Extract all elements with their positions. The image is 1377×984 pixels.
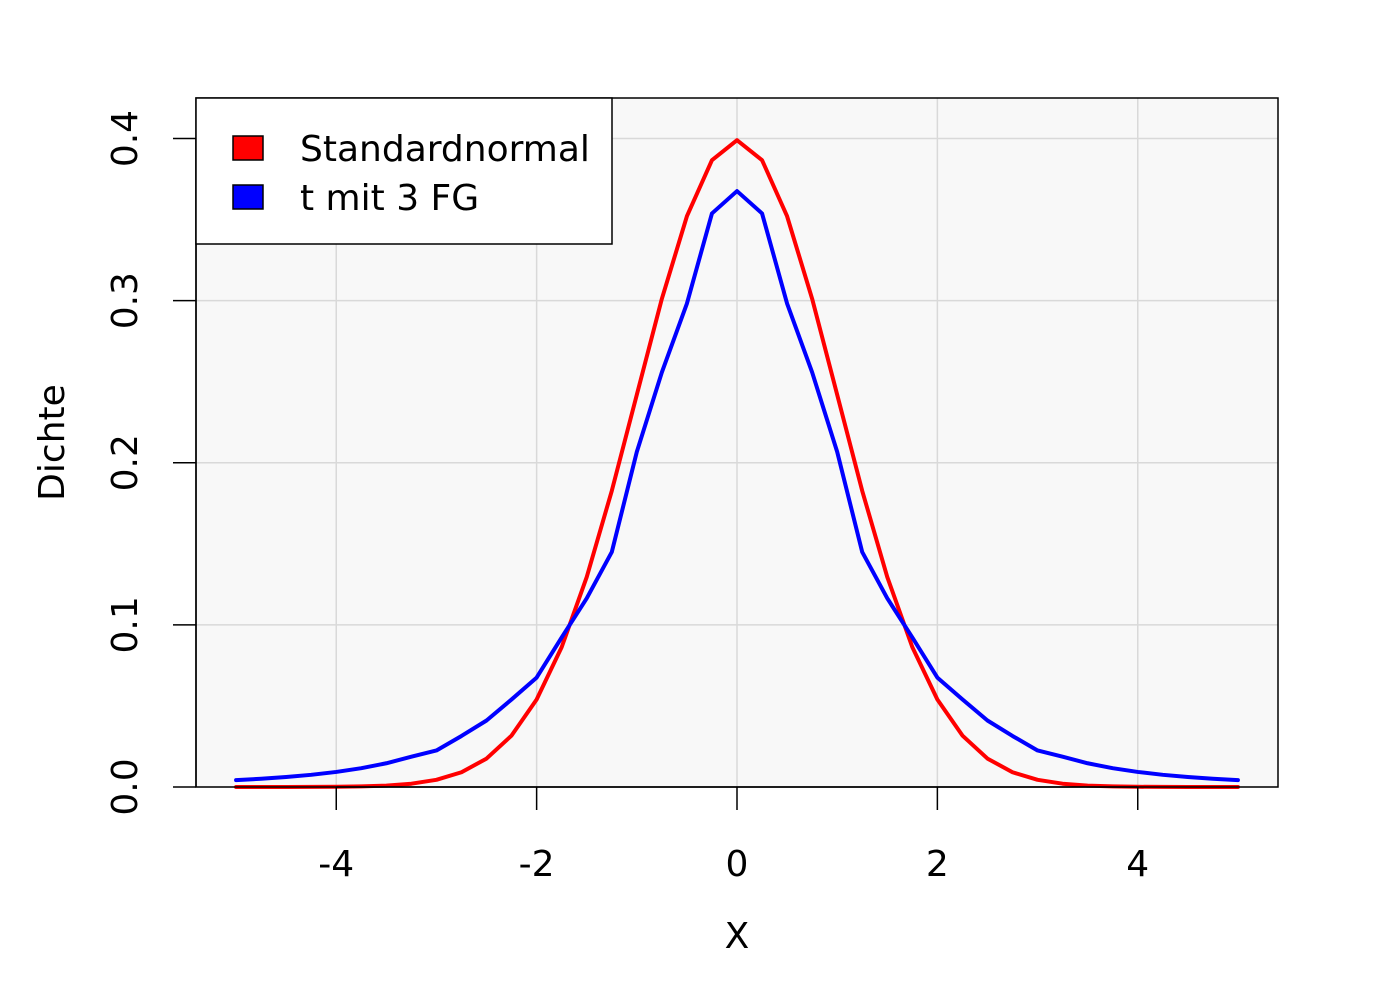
x-axis-title: X [725, 916, 750, 957]
x-axis: -4 -2 0 2 4 [318, 786, 1149, 885]
y-axis-title: Dichte [32, 384, 73, 501]
y-tick-label: 0.1 [105, 596, 146, 653]
y-tick-label: 0.2 [105, 434, 146, 491]
series-line-0 [234, 138, 1240, 789]
y-tick-label: 0.4 [105, 110, 146, 167]
legend-label-0: Standardnormal [300, 129, 590, 170]
legend-label-1: t mit 3 FG [300, 178, 479, 219]
legend-box [195, 97, 613, 245]
x-tick-label: 2 [926, 844, 949, 885]
legend: Standardnormal t mit 3 FG [195, 97, 613, 245]
series-line-1 [234, 189, 1240, 783]
x-tick-label: 0 [726, 844, 749, 885]
y-axis: 0.0 0.1 0.2 0.3 0.4 [105, 110, 197, 816]
legend-swatch-1 [232, 184, 264, 210]
y-tick-label: 0.3 [105, 272, 146, 329]
x-tick-label: -4 [318, 844, 354, 885]
y-tick-label: 0.0 [105, 758, 146, 815]
x-tick-label: 4 [1126, 844, 1149, 885]
series-lines [234, 138, 1240, 789]
x-tick-label: -2 [519, 844, 555, 885]
legend-swatch-0 [232, 135, 264, 161]
